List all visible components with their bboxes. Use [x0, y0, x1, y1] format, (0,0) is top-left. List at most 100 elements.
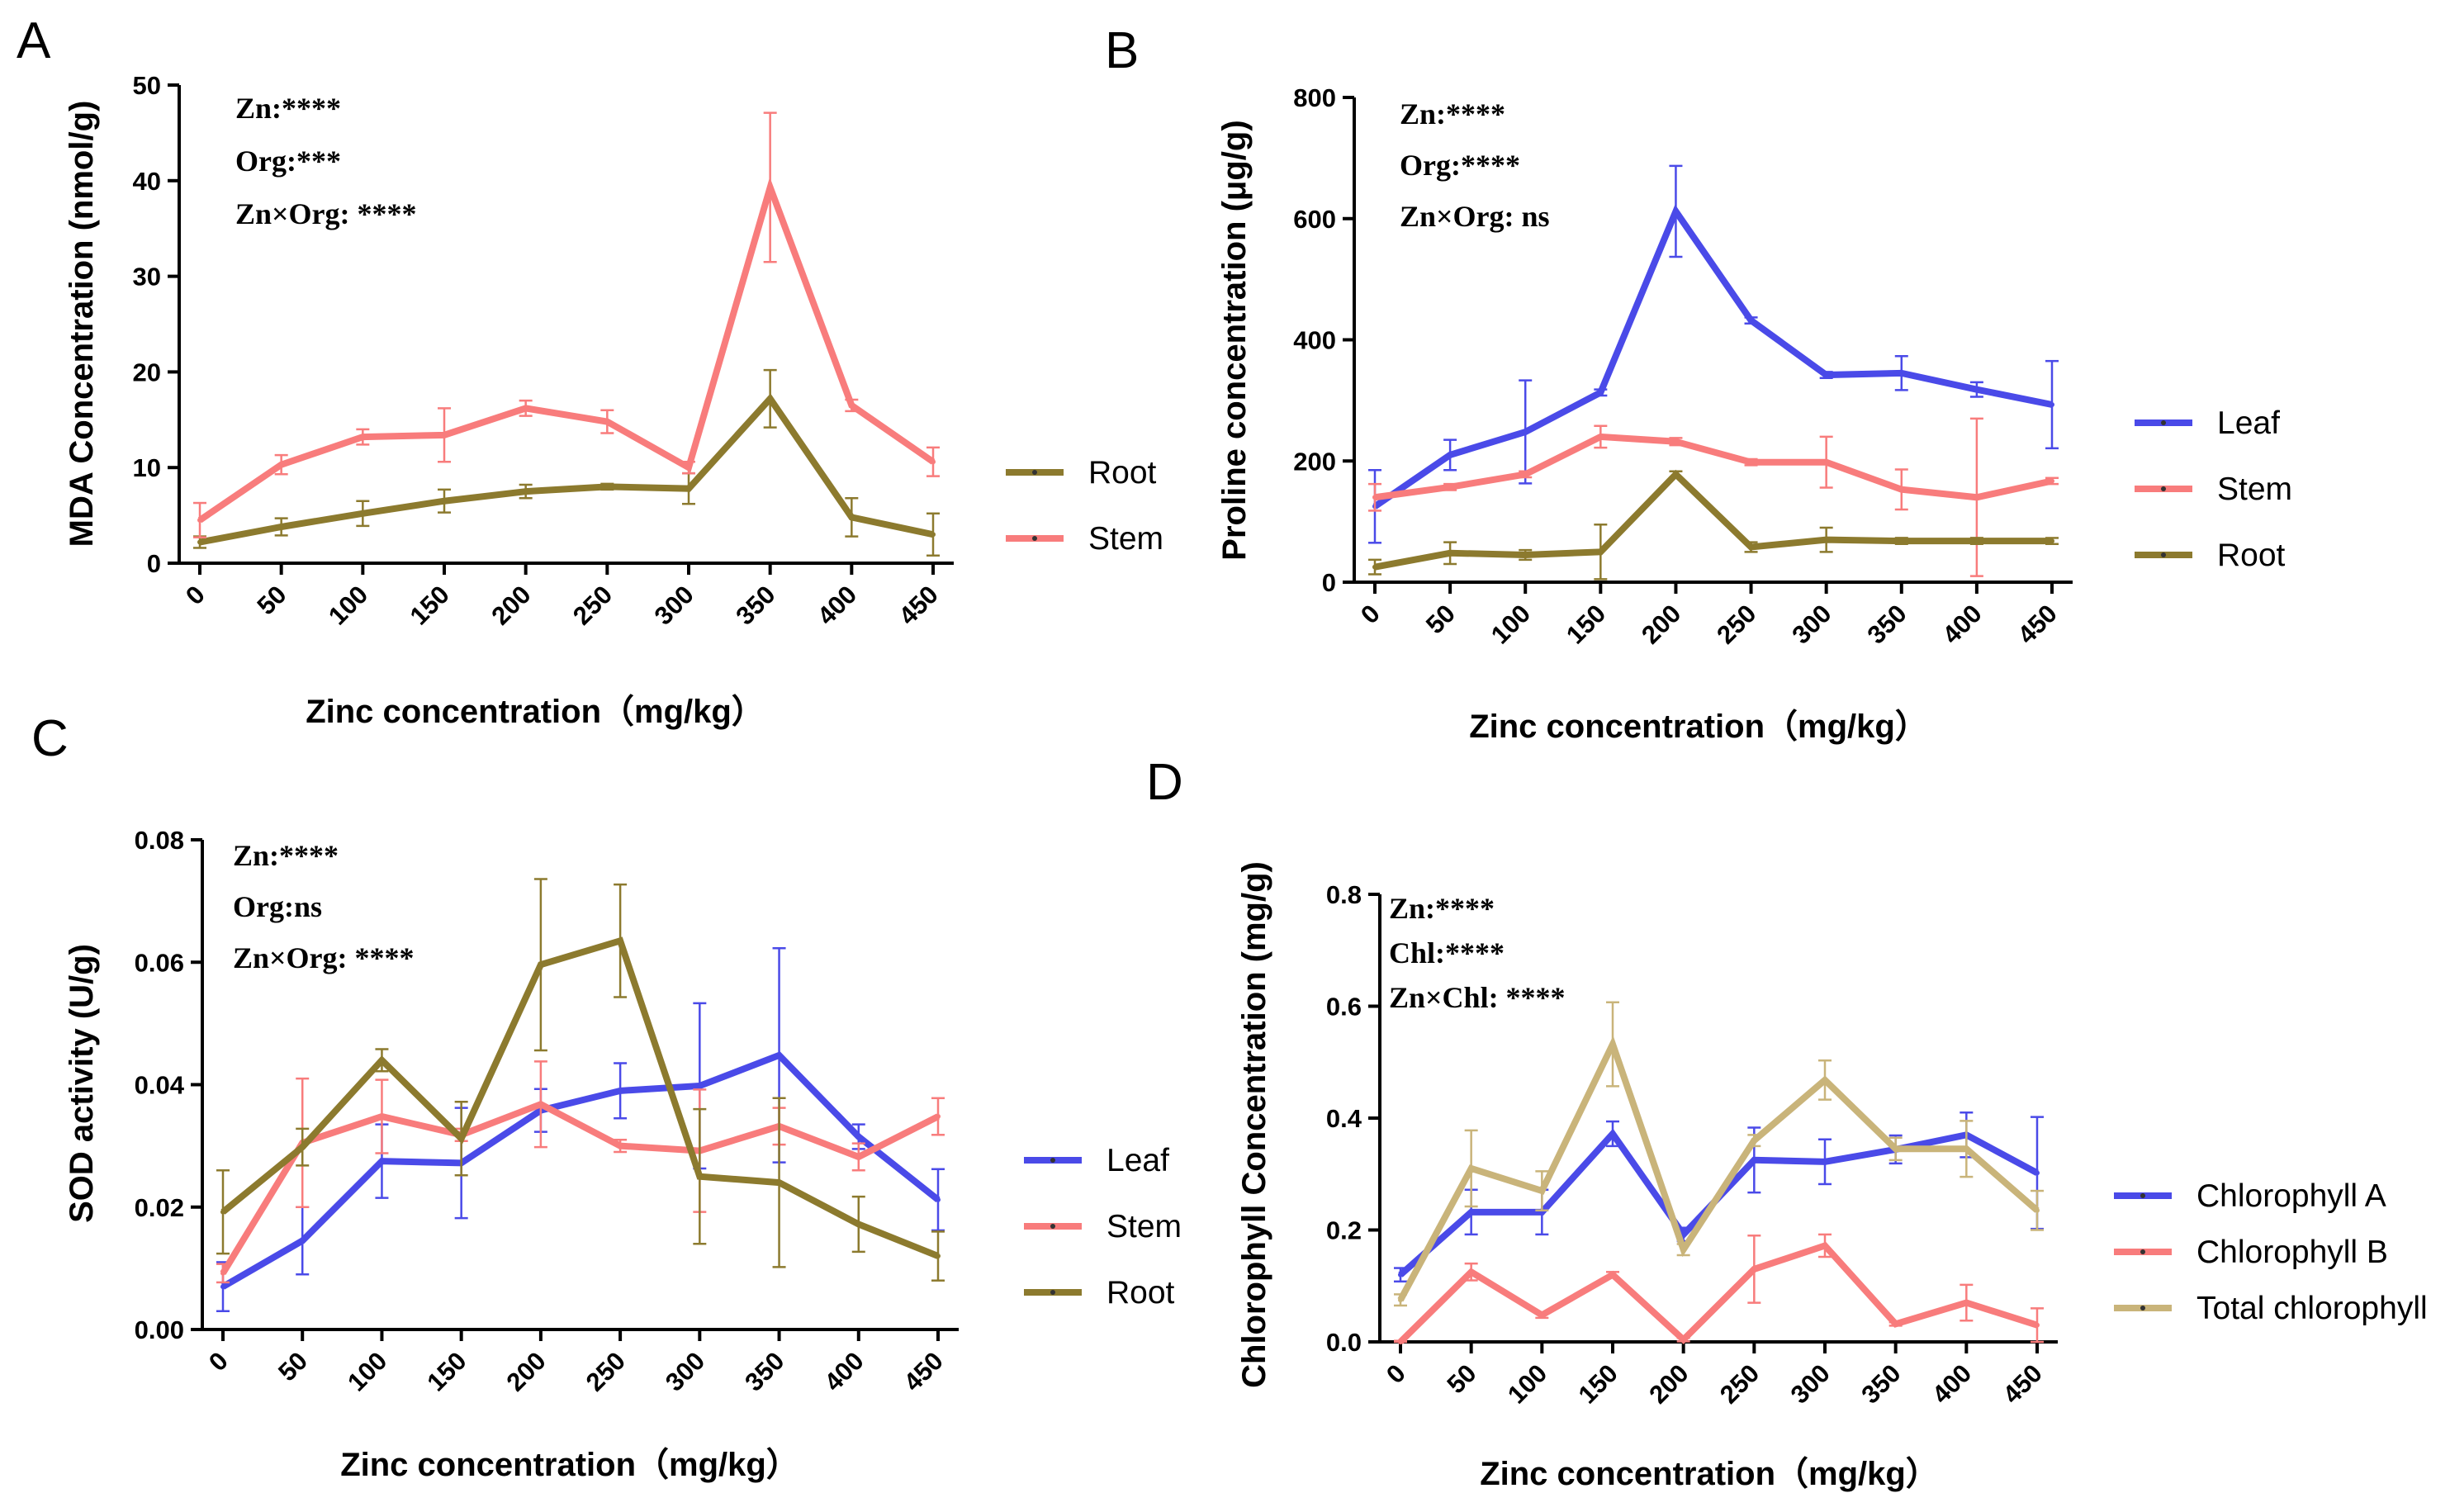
chart-panel-b: B 0 200 400 600 800 0 50 100 150 200 250 300 350 400 45… [1105, 22, 2292, 745]
data-point [1610, 1041, 1615, 1047]
data-point [220, 1270, 225, 1276]
x-axis-label: Zinc concentration（mg/kg） [1480, 1456, 1939, 1492]
series-stem [1368, 417, 2059, 577]
data-point [1748, 318, 1754, 324]
legend-label: Chlorophyll B [2196, 1235, 2388, 1270]
y-tick-label: 800 [1293, 83, 1336, 112]
data-point [1398, 1339, 1403, 1344]
y-tick-label: 0.4 [1326, 1104, 1362, 1133]
panel-letter: A [17, 12, 51, 69]
series-line [220, 936, 940, 1259]
data-point [1822, 1159, 1827, 1164]
series-root [193, 368, 940, 557]
x-tick-label: 200 [501, 1346, 552, 1396]
data-point [2050, 538, 2054, 544]
y-tick-label: 0.08 [135, 826, 184, 855]
x-tick-label: 200 [1636, 599, 1686, 649]
data-point [360, 434, 366, 440]
x-tick-label: 0 [1381, 1358, 1411, 1389]
data-point [1751, 1266, 1757, 1272]
data-point [2050, 402, 2054, 408]
data-point [855, 1154, 861, 1159]
data-point [697, 1083, 703, 1088]
data-point [1598, 390, 1604, 396]
data-point [1468, 1269, 1474, 1275]
data-point [1974, 538, 1979, 544]
data-point [686, 465, 691, 471]
data-point [1673, 472, 1679, 477]
legend-marker [1032, 470, 1037, 475]
data-point [1751, 1157, 1757, 1163]
data-point [1598, 549, 1604, 555]
x-tick-label: 400 [812, 580, 862, 630]
y-axis-label: Chlorophyll Concentration (mg/g) [1236, 861, 1272, 1388]
y-axis-label: Proline concentration (μg/g) [1216, 120, 1253, 560]
x-tick-label: 300 [1786, 599, 1836, 649]
stat-annotation: Zn×Org: **** [235, 197, 417, 230]
x-tick-label: 200 [1643, 1358, 1694, 1409]
legend-marker [2161, 552, 2166, 557]
series-stem [216, 1060, 945, 1284]
data-point [1398, 1272, 1403, 1277]
data-point [1372, 564, 1377, 570]
data-point [1680, 1231, 1686, 1237]
x-tick-label: 300 [1785, 1358, 1836, 1409]
stat-annotation: Zn:**** [235, 92, 341, 125]
data-point [1823, 459, 1829, 465]
legend-label: Total chlorophyll [2196, 1291, 2428, 1326]
stat-annotation: Org:ns [233, 890, 322, 923]
y-tick-label: 0.02 [135, 1193, 184, 1222]
data-point [686, 486, 691, 491]
x-tick-label: 350 [730, 580, 780, 630]
data-point [1751, 1138, 1757, 1144]
data-point [1610, 1272, 1615, 1277]
x-tick-label: 400 [1926, 1358, 1977, 1409]
x-tick-label: 0 [203, 1346, 234, 1377]
data-point [1893, 1321, 1898, 1327]
chart-panel-d: D 0.0 0.2 0.4 0.6 0.8 0 50 100 150 200 250 300 350 400… [1146, 754, 2428, 1492]
data-point [767, 184, 773, 190]
legend-marker [1032, 536, 1037, 541]
data-point [1822, 1077, 1827, 1083]
x-tick-label: 450 [898, 1346, 949, 1396]
data-point [2035, 1207, 2040, 1213]
x-axis-label: Zinc concentration（mg/kg） [306, 694, 765, 730]
x-tick-label: 50 [1420, 599, 1461, 639]
stat-annotation: Zn:**** [233, 839, 339, 872]
x-tick-label: 100 [1486, 599, 1536, 649]
series-leaf [216, 946, 945, 1313]
data-point [1748, 459, 1754, 465]
data-point [618, 1088, 623, 1093]
x-tick-label: 250 [567, 580, 618, 630]
data-point [458, 1135, 464, 1141]
y-tick-label: 40 [133, 167, 161, 196]
series-line [1398, 1128, 2039, 1277]
data-point [1523, 472, 1528, 477]
chart-panel-a: A 0 10 20 30 40 50 0 50 100 150 200 250 300 350 400 450 M… [17, 12, 1163, 730]
series-chlorophyll-b [1394, 1233, 2044, 1344]
stat-annotation: Zn×Chl: **** [1389, 981, 1566, 1014]
data-point [1893, 1146, 1898, 1152]
series-line [1372, 204, 2053, 510]
data-point [197, 539, 202, 545]
data-point [1823, 537, 1829, 543]
y-tick-label: 600 [1293, 205, 1336, 234]
data-point [1974, 495, 1979, 500]
data-point [855, 1134, 861, 1140]
stat-annotation: Zn:**** [1400, 97, 1505, 130]
series-line [1374, 433, 2053, 501]
y-tick-label: 30 [133, 263, 161, 291]
legend-marker [2161, 420, 2166, 425]
data-point [767, 396, 773, 401]
x-tick-label: 400 [818, 1346, 869, 1396]
y-tick-label: 10 [133, 453, 161, 482]
data-point [931, 459, 936, 465]
x-tick-label: 450 [1997, 1358, 2048, 1409]
stat-annotation: Org:**** [1400, 149, 1520, 182]
series-leaf [1368, 164, 2059, 544]
x-tick-label: 150 [405, 580, 455, 630]
panel-letter: B [1105, 22, 1139, 79]
data-point [936, 1114, 941, 1120]
data-point [1448, 452, 1453, 457]
data-point [360, 510, 366, 516]
